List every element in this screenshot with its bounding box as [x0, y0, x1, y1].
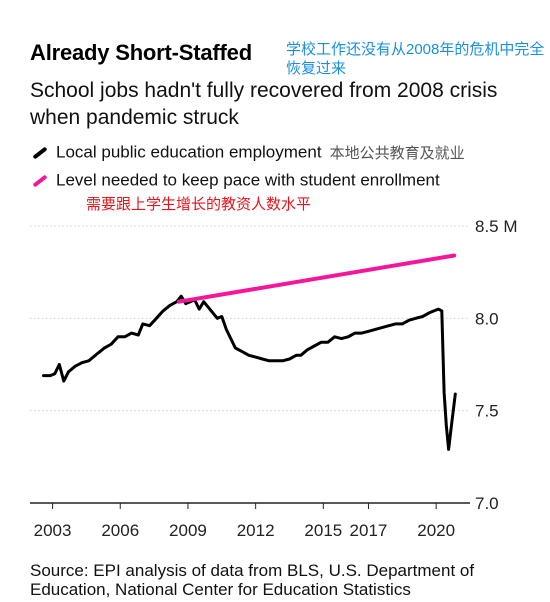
y-tick-label: 7.0 — [475, 494, 499, 513]
legend-cn-label: 本地公共教育及就业 — [329, 145, 465, 163]
legend-label: Level needed to keep pace with student e… — [56, 170, 440, 190]
legend-label: Local public education employment — [56, 142, 322, 162]
legend-cn-label-red: 需要跟上学生增长的教资人数水平 — [86, 196, 312, 213]
chart-title: Already Short-Staffed — [30, 40, 252, 65]
series-line-enrollment-target — [176, 253, 457, 304]
x-tick-label: 2012 — [237, 521, 275, 540]
y-tick-label: 7.5 — [475, 402, 499, 421]
x-tick-label: 2003 — [34, 521, 72, 540]
source-note: Source: EPI analysis of data from BLS, U… — [30, 561, 475, 599]
y-tick-label: 8.5 M — [475, 217, 518, 236]
x-tick-label: 2020 — [417, 521, 455, 540]
line-chart: 7.0 7.5 8.0 8.5 M 2003 2006 2009 2012 2015 2017 20… — [30, 217, 518, 540]
x-tick-label: 2009 — [169, 521, 207, 540]
legend-item-enrollment: Level needed to keep pace with student e… — [30, 170, 440, 192]
chart-subtitle: School jobs hadn't fully recovered from … — [30, 79, 498, 129]
series-line-employment — [42, 294, 457, 451]
chinese-annotation: 学校工作还没有从2008年的危机中完全恢复过来 — [286, 41, 545, 77]
x-tick-label: 2017 — [350, 521, 388, 540]
x-tick-label: 2015 — [304, 521, 342, 540]
y-tick-label: 8.0 — [475, 309, 499, 328]
x-tick-label: 2006 — [101, 521, 139, 540]
legend-item-employment: Local public education employment 本地公共教育及… — [30, 142, 465, 164]
